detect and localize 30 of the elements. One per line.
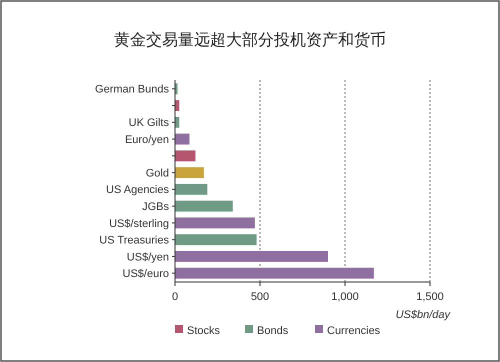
legend-label: Bonds xyxy=(257,324,289,337)
y-tick-label: German Bunds xyxy=(95,84,170,96)
bar xyxy=(175,200,233,212)
legend-label: Stocks xyxy=(187,324,221,337)
bar xyxy=(175,116,180,128)
bar xyxy=(175,184,208,195)
x-tick-label: 500 xyxy=(250,291,270,303)
x-tick-label: 0 xyxy=(172,291,178,303)
y-tick-label: US Agencies xyxy=(106,184,170,196)
bar xyxy=(175,217,255,228)
y-tick-label: US Treasuries xyxy=(99,234,170,247)
x-tick-label: 1,000 xyxy=(331,291,359,303)
x-tick-label: 1,500 xyxy=(416,291,444,303)
y-tick-label: Euro/yen xyxy=(124,134,169,146)
bar xyxy=(175,134,190,145)
legend-label: Currencies xyxy=(327,324,381,337)
y-tick-label: US$/sterling xyxy=(109,218,169,230)
x-axis-title: US$bn/day xyxy=(396,309,452,321)
bar xyxy=(175,250,328,262)
bar xyxy=(175,167,204,178)
y-tick-label: JGBs xyxy=(142,200,170,213)
bar xyxy=(175,100,180,112)
bar xyxy=(175,150,196,162)
bar xyxy=(175,268,374,279)
chart-title: 黄金交易量远超大部分投机资产和货币 xyxy=(114,31,386,49)
y-tick-label: US$/yen xyxy=(126,251,169,264)
y-tick-label: Gold xyxy=(146,167,169,180)
bar xyxy=(175,234,257,246)
y-tick-label: US$/euro xyxy=(122,268,169,280)
y-tick-label: UK Gilts xyxy=(128,117,170,130)
